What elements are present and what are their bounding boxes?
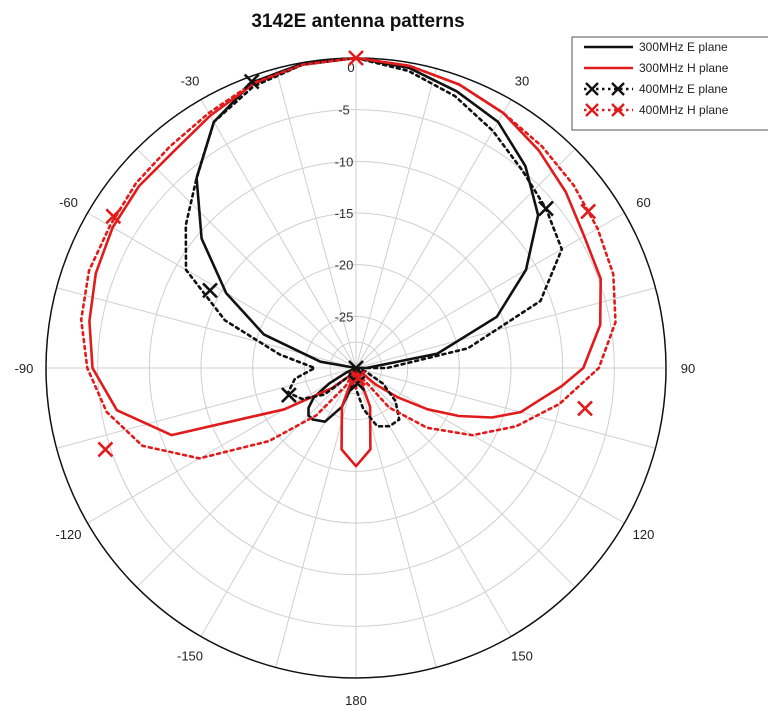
legend-label: 400MHz H plane <box>639 103 729 117</box>
x-marker-400mhz-e-plane <box>202 282 218 299</box>
legend-label: 300MHz H plane <box>639 61 729 75</box>
grid-spoke <box>355 212 625 369</box>
legend: 300MHz E plane 300MHz H plane 400MHz E p… <box>571 36 768 131</box>
legend-item-400mhz-h-plane: 400MHz H plane <box>584 103 729 117</box>
x-marker-400mhz-e-plane <box>280 387 297 404</box>
radial-tick-label: -25 <box>335 309 354 324</box>
angle-tick-label: 180 <box>345 693 367 708</box>
angle-tick-label: -60 <box>59 195 78 210</box>
angle-tick-label: 120 <box>633 527 655 542</box>
grid-spoke <box>56 367 357 449</box>
radial-tick-label: -10 <box>335 154 354 169</box>
grid-spoke <box>355 148 576 369</box>
series-line-400mhz-e-plane <box>184 56 564 428</box>
marker-group <box>97 50 597 458</box>
grid-spoke <box>355 367 656 449</box>
angle-tick-label: -150 <box>177 649 203 664</box>
radial-tick-label: -20 <box>335 258 354 273</box>
grid-spoke <box>355 367 512 637</box>
x-marker-400mhz-h-plane <box>97 441 114 458</box>
grid-spoke <box>136 367 357 588</box>
legend-item-300mhz-h-plane: 300MHz H plane <box>584 61 729 75</box>
radial-tick-label: -15 <box>335 206 354 221</box>
grid-spoke <box>87 367 357 524</box>
angle-tick-label: 90 <box>681 361 695 376</box>
angle-tick-label: -120 <box>55 527 81 542</box>
angle-tick-label: -30 <box>181 73 200 88</box>
grid-spoke <box>275 68 357 369</box>
x-marker-400mhz-h-plane <box>350 370 367 387</box>
angle-tick-label: -90 <box>15 361 34 376</box>
angle-tick-label: 150 <box>511 649 533 664</box>
x-marker-400mhz-e-plane <box>538 200 554 217</box>
legend-item-400mhz-e-plane: 400MHz E plane <box>584 82 728 96</box>
legend-x-marker <box>585 103 625 117</box>
angle-tick-label: 0 <box>347 60 354 75</box>
grid-spoke <box>200 99 357 369</box>
grid-spoke <box>87 212 357 369</box>
chart-title: 3142E antenna patterns <box>251 11 464 32</box>
series-group <box>79 56 617 468</box>
x-marker-400mhz-e-plane <box>349 375 366 392</box>
angle-tick-label: 60 <box>636 195 650 210</box>
x-marker-400mhz-e-plane <box>243 73 260 90</box>
angle-tick-label: 30 <box>515 73 529 88</box>
grid-spoke <box>355 99 512 369</box>
legend-box <box>571 36 768 131</box>
series-line-400mhz-h-plane <box>79 56 617 460</box>
legend-item-300mhz-e-plane: 300MHz E plane <box>584 40 728 54</box>
tick-labels: 0 30 60 90 120 150 180 -150 -120 -90 -60 -30 -5 -10 -1… <box>15 60 696 708</box>
grid-spoke <box>136 148 357 369</box>
grid-spoke <box>355 367 625 524</box>
radial-tick-label: -5 <box>338 103 350 118</box>
polar-grid <box>45 57 667 679</box>
grid-spoke <box>200 367 357 637</box>
legend-label: 300MHz E plane <box>639 40 728 54</box>
x-marker-400mhz-h-plane <box>577 400 593 417</box>
legend-label: 400MHz E plane <box>639 82 728 96</box>
grid-spoke <box>355 367 576 588</box>
legend-x-marker <box>585 82 625 96</box>
grid-spoke <box>355 287 656 369</box>
x-marker-400mhz-h-plane <box>105 208 122 225</box>
series-line-300mhz-h-plane <box>88 56 602 468</box>
x-marker-400mhz-h-plane <box>580 203 597 220</box>
grid-spoke <box>355 68 437 369</box>
x-marker-400mhz-h-plane <box>348 50 364 66</box>
